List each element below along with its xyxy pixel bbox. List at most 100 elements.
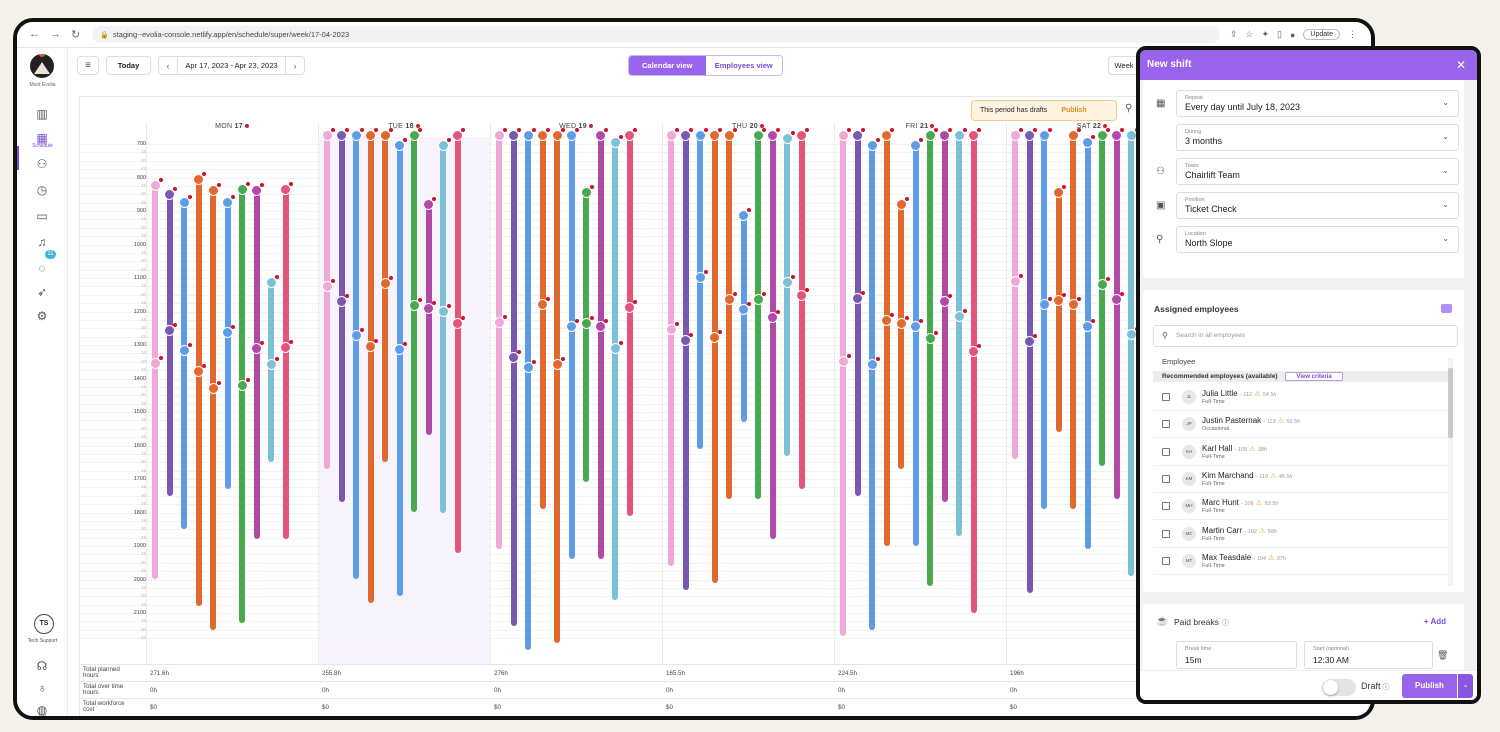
shift-node[interactable] — [609, 341, 623, 355]
shift-bar[interactable] — [612, 140, 618, 600]
shift-node[interactable] — [895, 316, 909, 330]
settings-icon[interactable]: ⚙ — [36, 309, 48, 323]
shift-bar[interactable] — [440, 144, 446, 513]
shift-node[interactable] — [207, 381, 221, 395]
shift-node[interactable] — [939, 127, 952, 141]
employee-row[interactable]: JL Julia Little - 112 ⚠ 54.5h Full-Time — [1153, 384, 1449, 411]
shift-node[interactable] — [738, 301, 751, 315]
prev-week-icon[interactable]: ‹ — [166, 60, 170, 71]
shift-node[interactable] — [508, 127, 521, 141]
shift-node[interactable] — [953, 308, 967, 322]
shift-bar[interactable] — [496, 133, 502, 550]
shift-node[interactable] — [452, 316, 465, 330]
next-week-icon[interactable]: › — [293, 60, 297, 71]
shift-node[interactable] — [924, 331, 938, 345]
shift-bar[interactable] — [956, 133, 962, 536]
shift-node[interactable] — [910, 138, 923, 151]
forward-icon[interactable]: → — [50, 28, 61, 40]
shift-node[interactable] — [350, 127, 364, 141]
shift-bar[interactable] — [568, 133, 575, 560]
reload-icon[interactable]: ↻ — [71, 29, 81, 41]
repeat-select[interactable]: Repeat Every day until July 18, 2023 ⌄ — [1176, 90, 1459, 117]
shift-node[interactable] — [280, 181, 293, 195]
employee-row[interactable]: KM Kim Marchand - 119 ⚠ 46.5h Full-Time — [1153, 466, 1449, 493]
shift-node[interactable] — [595, 319, 608, 333]
drafts-publish-link[interactable]: Publish — [1061, 107, 1087, 114]
shift-node[interactable] — [924, 127, 938, 141]
shift-bar[interactable] — [367, 133, 374, 603]
shift-bar[interactable] — [682, 133, 689, 590]
shift-node[interactable] — [1024, 127, 1037, 141]
lightbulb-icon[interactable]: ♁ — [37, 681, 47, 695]
shift-bar[interactable] — [425, 202, 432, 436]
shift-node[interactable] — [939, 293, 952, 307]
shift-node[interactable] — [1125, 326, 1139, 340]
shift-bar[interactable] — [166, 192, 173, 496]
shift-bar[interactable] — [195, 177, 202, 607]
shift-bar[interactable] — [282, 187, 289, 540]
shift-node[interactable] — [265, 356, 279, 370]
shift-node[interactable] — [394, 138, 407, 151]
shift-bar[interactable] — [1099, 133, 1105, 466]
shift-node[interactable] — [738, 208, 751, 222]
shift-node[interactable] — [580, 184, 594, 198]
extensions-icon[interactable]: ✦ — [1261, 29, 1270, 39]
shift-bar[interactable] — [525, 133, 531, 650]
shift-bar[interactable] — [1070, 133, 1076, 510]
shift-node[interactable] — [1009, 127, 1023, 141]
shift-node[interactable] — [178, 342, 192, 356]
add-break-button[interactable]: + Add — [1423, 617, 1446, 626]
draft-toggle[interactable] — [1322, 679, 1356, 696]
team-select[interactable]: Team Chairlift Team ⌄ — [1176, 158, 1459, 185]
menu-icon[interactable]: ⋮ — [1348, 29, 1357, 39]
shift-node[interactable] — [164, 323, 177, 336]
shift-node[interactable] — [537, 127, 550, 141]
employee-checkbox[interactable] — [1162, 420, 1170, 429]
shift-node[interactable] — [767, 127, 780, 141]
profile-icon[interactable]: ● — [1289, 29, 1296, 40]
employee-row[interactable]: KH Karl Hall - 105 ⚠ 38h Full-Time — [1153, 439, 1449, 466]
shift-node[interactable] — [624, 299, 637, 313]
shift-node[interactable] — [1125, 127, 1139, 141]
shift-bar[interactable] — [970, 133, 977, 613]
shift-bar[interactable] — [898, 202, 904, 469]
shift-node[interactable] — [781, 131, 795, 145]
search-icon[interactable]: ⚲ — [1125, 103, 1133, 114]
shift-node[interactable] — [423, 301, 436, 315]
position-select[interactable]: Position Ticket Check ⌄ — [1176, 192, 1459, 219]
shift-node[interactable] — [1024, 334, 1037, 348]
bell-icon[interactable]: ♫ — [37, 235, 47, 249]
shift-node[interactable] — [881, 313, 894, 327]
shift-bar[interactable] — [784, 137, 790, 456]
shift-node[interactable] — [1082, 318, 1095, 332]
shift-node[interactable] — [837, 127, 851, 141]
shift-node[interactable] — [595, 127, 608, 141]
shift-node[interactable] — [709, 127, 722, 141]
shift-node[interactable] — [537, 296, 550, 310]
shift-node[interactable] — [680, 127, 693, 141]
shift-bar[interactable] — [626, 133, 633, 516]
schedule-label[interactable]: Schedule — [32, 143, 53, 149]
shift-bar[interactable] — [382, 133, 388, 463]
publish-dropdown-icon[interactable]: ⌄ — [1458, 674, 1473, 698]
shift-node[interactable] — [580, 316, 594, 330]
shift-bar[interactable] — [268, 281, 274, 463]
shift-bar[interactable] — [539, 133, 546, 510]
shift-bar[interactable] — [411, 133, 417, 513]
shift-node[interactable] — [193, 171, 206, 185]
shift-bar[interactable] — [755, 133, 761, 500]
shift-node[interactable] — [164, 186, 177, 200]
day-header[interactable]: SAT 22 — [1006, 123, 1178, 137]
shift-bar[interactable] — [1055, 190, 1062, 433]
help-icon[interactable]: ⓘ — [1221, 620, 1229, 627]
shift-bar[interactable] — [740, 214, 747, 423]
shift-node[interactable] — [408, 127, 422, 141]
employee-row[interactable]: MH Marc Hunt - 106 ⚠ 53.5h Full-Time — [1153, 493, 1449, 521]
shift-node[interactable] — [796, 287, 809, 301]
trash-icon[interactable]: 🗑 — [1437, 650, 1449, 660]
shift-bar[interactable] — [454, 133, 461, 553]
employees-view-tab[interactable]: Employees view — [705, 56, 782, 75]
shift-node[interactable] — [336, 127, 349, 141]
shift-node[interactable] — [767, 310, 780, 324]
inbox-icon[interactable]: ▭ — [36, 209, 48, 223]
